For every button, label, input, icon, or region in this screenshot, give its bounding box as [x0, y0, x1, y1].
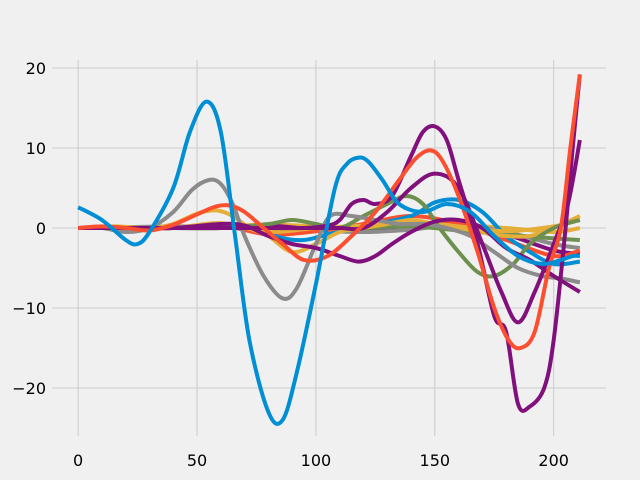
y-tick-label: 10: [26, 139, 46, 158]
x-tick-label: 50: [187, 451, 207, 470]
series-line-1: [77, 99, 580, 426]
x-tick-label: 100: [301, 451, 332, 470]
series-lines: [77, 74, 582, 426]
x-tick-label: 200: [538, 451, 569, 470]
y-tick-label: −10: [12, 299, 46, 318]
series-line-2: [78, 74, 582, 351]
series-line-3: [78, 74, 582, 413]
y-tick-label: 0: [36, 219, 46, 238]
tick-labels: 0 50 100 150 200 −20 −10 0 10 20: [12, 59, 569, 470]
x-tick-label: 150: [420, 451, 451, 470]
y-tick-label: −20: [12, 379, 46, 398]
y-tick-label: 20: [26, 59, 46, 78]
series-line-6: [78, 177, 581, 301]
x-tick-label: 0: [73, 451, 83, 470]
